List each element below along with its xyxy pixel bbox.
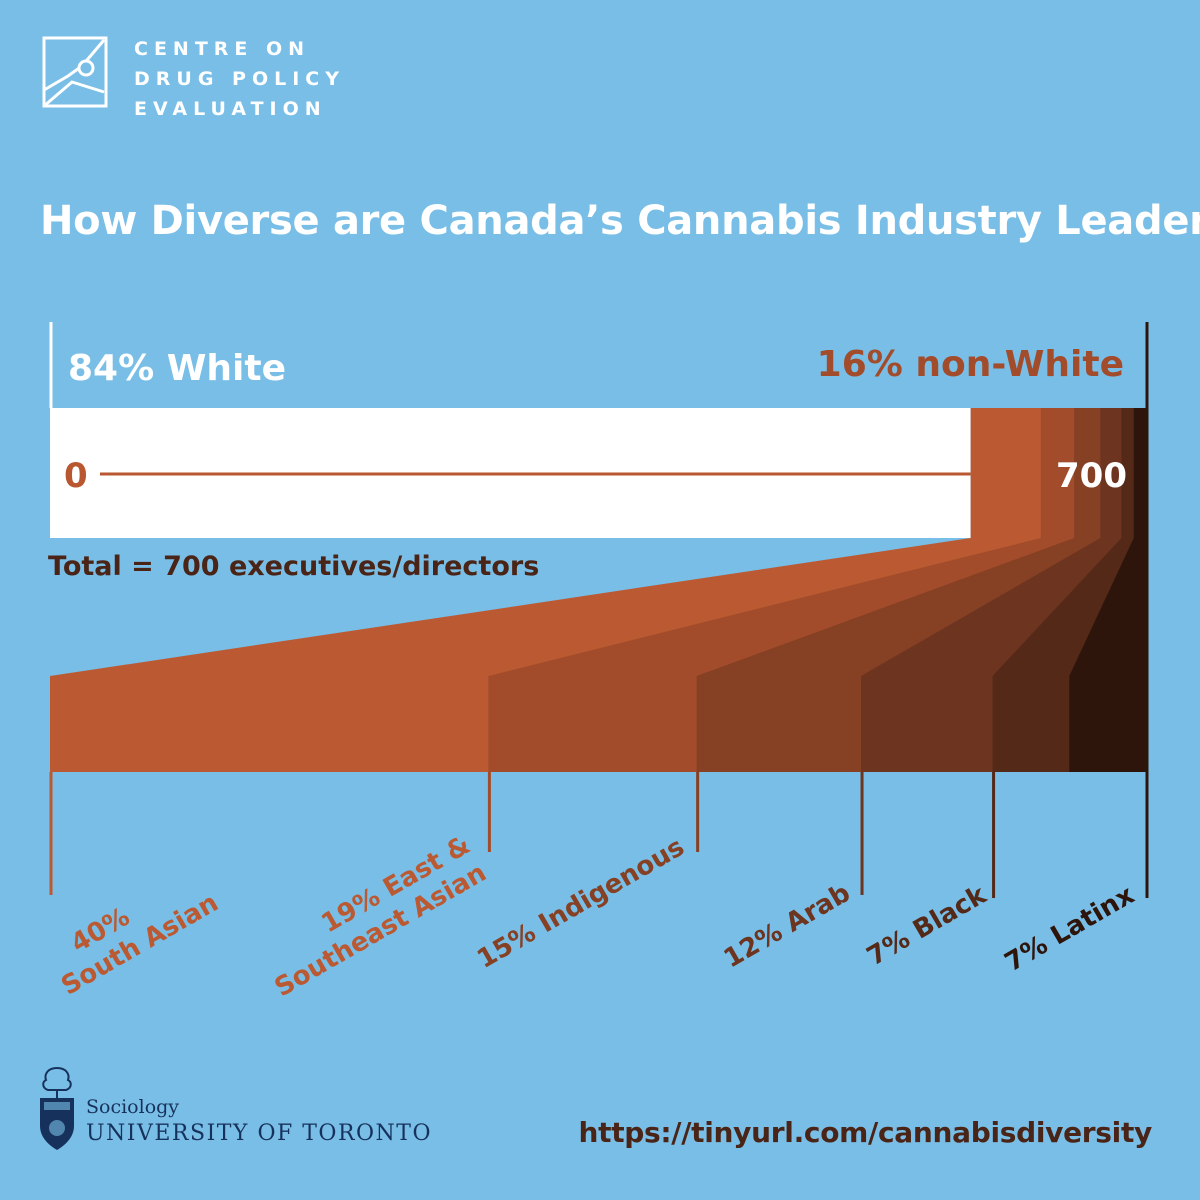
axis-end-label: 700 [1056, 456, 1127, 496]
category-label-line-1: 12% Arab [719, 878, 856, 974]
category-label-line-1: 7% Black [862, 880, 992, 972]
category-label-1: 40%South Asian [56, 888, 223, 1002]
page-title: How Diverse are Canada’s Cannabis Indust… [40, 198, 1200, 244]
total-label: Total = 700 executives/directors [48, 551, 539, 582]
axis-start-label: 0 [64, 456, 88, 496]
organization-name: CENTRE ON DRUG POLICY EVALUATION [134, 34, 345, 124]
white-percent-label: 84% White [68, 348, 286, 389]
organization-line-2: DRUG POLICY [134, 68, 345, 90]
category-label-3: 15% Indigenous [472, 832, 689, 975]
university-name: UNIVERSITY OF TORONTO [86, 1121, 433, 1146]
university-crest-icon [40, 1066, 74, 1150]
category-label-5: 7% Black [862, 880, 992, 972]
line-graph-logo-icon [42, 36, 108, 108]
segment-6 [1069, 408, 1146, 772]
category-label-2: 19% East &Southeast Asian [270, 830, 492, 1003]
source-link[interactable]: https://tinyurl.com/cannabisdiversity [578, 1116, 1153, 1149]
department-name: Sociology [86, 1096, 180, 1118]
organization-line-1: CENTRE ON [134, 38, 311, 60]
category-label-6: 7% Latinx [1000, 880, 1140, 978]
category-label-4: 12% Arab [719, 878, 856, 974]
organization-line-3: EVALUATION [134, 98, 327, 120]
non-white-percent-label: 16% non-White [817, 344, 1124, 385]
category-label-line-1: 7% Latinx [1000, 880, 1140, 978]
category-label-line-1: 15% Indigenous [472, 832, 689, 975]
diversity-chart: 0 700 84% White 16% non-White Total = 700 ex… [48, 322, 1149, 1003]
